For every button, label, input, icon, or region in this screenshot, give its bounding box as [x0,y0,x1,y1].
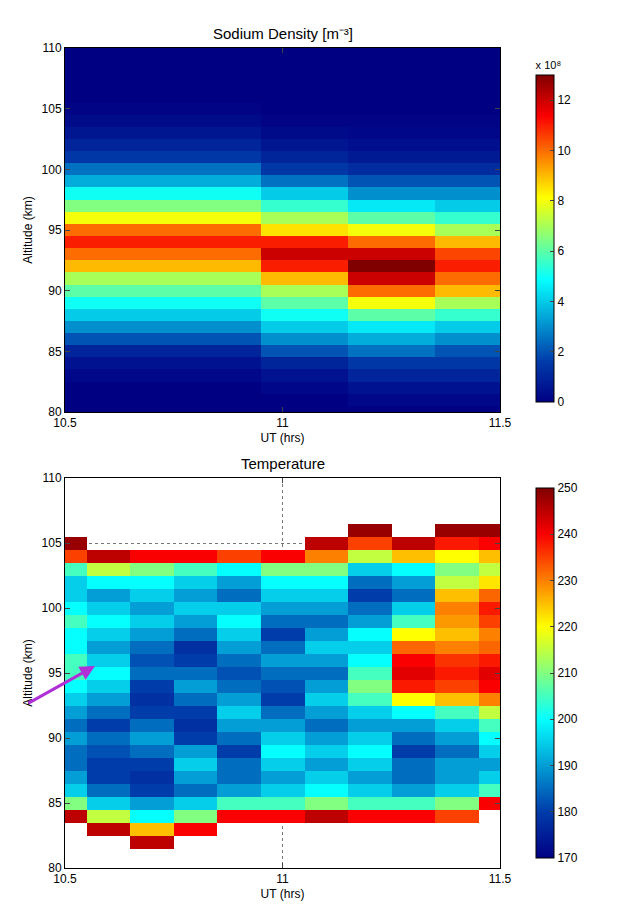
svg-text:200: 200 [557,712,577,726]
svg-text:UT (hrs): UT (hrs) [261,431,305,445]
svg-text:230: 230 [557,574,577,588]
svg-text:11: 11 [276,872,289,886]
svg-text:110: 110 [42,41,61,55]
svg-text:100: 100 [42,163,62,177]
svg-text:170: 170 [557,851,577,865]
svg-text:11.5: 11.5 [489,872,512,886]
svg-text:12: 12 [557,93,571,107]
svg-text:11: 11 [276,416,289,430]
svg-text:Altitude (km): Altitude (km) [21,196,35,263]
svg-text:10.5: 10.5 [53,872,77,886]
svg-text:240: 240 [557,527,577,541]
svg-text:10.5: 10.5 [53,416,77,430]
svg-text:95: 95 [48,666,62,680]
svg-text:90: 90 [48,731,62,745]
svg-text:UT (hrs): UT (hrs) [261,887,305,901]
svg-text:100: 100 [42,601,62,615]
svg-text:190: 190 [557,759,577,773]
svg-text:210: 210 [557,666,577,680]
svg-text:105: 105 [42,102,62,116]
svg-text:90: 90 [48,284,62,298]
svg-text:0: 0 [557,395,564,409]
svg-text:Sodium Density [m⁻³]: Sodium Density [m⁻³] [213,25,353,42]
svg-text:80: 80 [48,405,62,419]
svg-text:105: 105 [42,536,62,550]
svg-text:95: 95 [48,223,62,237]
svg-text:85: 85 [48,345,62,359]
svg-text:110: 110 [42,471,61,485]
svg-text:8: 8 [557,194,564,208]
svg-text:2: 2 [557,345,564,359]
svg-text:x 10⁸: x 10⁸ [536,59,561,71]
svg-text:80: 80 [48,861,62,875]
svg-text:220: 220 [557,620,577,634]
svg-text:Temperature: Temperature [241,455,325,472]
svg-text:10: 10 [557,144,571,158]
svg-text:11.5: 11.5 [489,416,512,430]
svg-text:85: 85 [48,796,62,810]
svg-text:4: 4 [557,295,564,309]
svg-text:250: 250 [557,481,577,495]
svg-text:Altitude (km): Altitude (km) [21,639,35,706]
svg-text:6: 6 [557,244,564,258]
svg-text:180: 180 [557,805,577,819]
